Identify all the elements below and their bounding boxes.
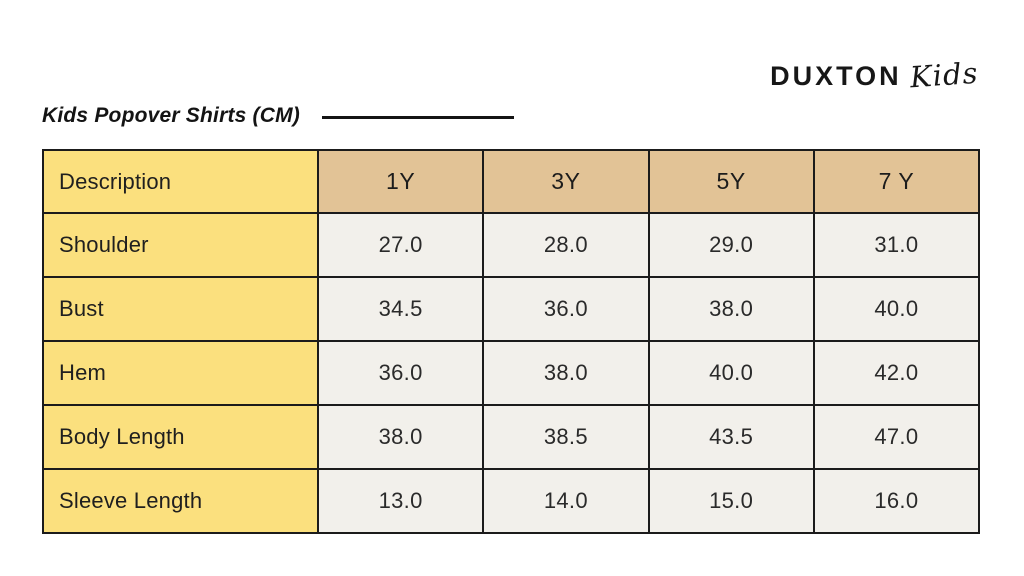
size-value: 15.0 xyxy=(647,468,815,534)
size-value: 14.0 xyxy=(482,468,650,534)
brand-name: DUXTON xyxy=(770,61,902,91)
size-value: 16.0 xyxy=(812,468,981,534)
size-value: 28.0 xyxy=(482,212,650,278)
row-label: Shoulder xyxy=(42,212,319,278)
size-value: 38.0 xyxy=(316,404,485,470)
table-row-hem: Hem 36.0 38.0 40.0 42.0 xyxy=(42,340,981,406)
row-label: Bust xyxy=(42,276,319,342)
size-chart-table: Description 1Y 3Y 5Y 7 Y Shoulder 27.0 2… xyxy=(42,149,981,534)
table-row-sleeve-length: Sleeve Length 13.0 14.0 15.0 16.0 xyxy=(42,468,981,534)
size-value: 13.0 xyxy=(316,468,485,534)
table-row-bust: Bust 34.5 36.0 38.0 40.0 xyxy=(42,276,981,342)
title-underline-rule xyxy=(322,115,514,119)
size-value: 42.0 xyxy=(812,340,981,406)
table-row-shoulder: Shoulder 27.0 28.0 29.0 31.0 xyxy=(42,212,981,278)
size-value: 34.5 xyxy=(316,276,485,342)
size-value: 47.0 xyxy=(812,404,981,470)
size-value: 29.0 xyxy=(647,212,815,278)
size-value: 38.0 xyxy=(647,276,815,342)
size-value: 36.0 xyxy=(482,276,650,342)
brand-script-kids: Kids xyxy=(908,55,980,95)
column-header-description: Description xyxy=(42,149,319,214)
column-header-1y: 1Y xyxy=(316,149,485,214)
size-value: 38.5 xyxy=(482,404,650,470)
brand-logo: DUXTON Kids xyxy=(770,55,980,95)
size-value: 31.0 xyxy=(812,212,981,278)
size-value: 43.5 xyxy=(647,404,815,470)
column-header-7y: 7 Y xyxy=(812,149,981,214)
chart-title: Kids Popover Shirts (CM) xyxy=(42,104,300,127)
size-value: 40.0 xyxy=(812,276,981,342)
size-value: 36.0 xyxy=(316,340,485,406)
size-value: 40.0 xyxy=(647,340,815,406)
size-value: 38.0 xyxy=(482,340,650,406)
chart-title-row: Kids Popover Shirts (CM) xyxy=(42,104,514,128)
row-label: Hem xyxy=(42,340,319,406)
row-label: Sleeve Length xyxy=(42,468,319,534)
table-row-body-length: Body Length 38.0 38.5 43.5 47.0 xyxy=(42,404,981,470)
row-label: Body Length xyxy=(42,404,319,470)
column-header-5y: 5Y xyxy=(647,149,815,214)
size-value: 27.0 xyxy=(316,212,485,278)
column-header-3y: 3Y xyxy=(482,149,650,214)
table-header-row: Description 1Y 3Y 5Y 7 Y xyxy=(42,149,981,214)
